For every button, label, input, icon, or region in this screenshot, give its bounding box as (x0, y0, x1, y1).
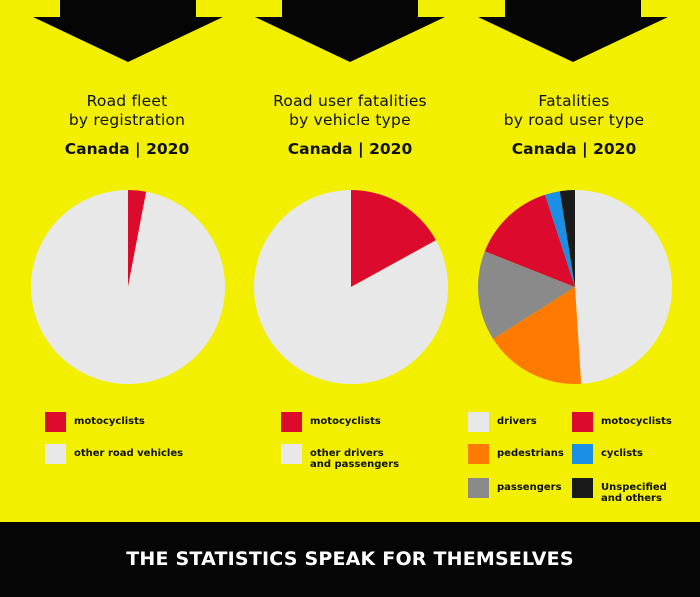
legend-item: cyclists (572, 444, 643, 464)
legend-swatch (281, 444, 302, 464)
chart-fatalities-vehicle: Road user fatalities by vehicle type Can… (233, 0, 467, 520)
chart-title: Road user fatalities by vehicle type (273, 92, 427, 129)
legend-swatch (468, 444, 489, 464)
legend-swatch (468, 412, 489, 432)
legend-label: other drivers and passengers (310, 448, 400, 470)
legend-label: passengers (497, 482, 562, 493)
chart-road-fleet: Road fleet by registration Canada | 2020… (10, 0, 244, 520)
footer-text: THE STATISTICS SPEAK FOR THEMSELVES (126, 548, 574, 570)
legend-item: pedestrians (468, 444, 564, 464)
chart-fatalities-road-user: Fatalities by road user type Canada | 20… (457, 0, 691, 520)
legend-swatch (572, 412, 593, 432)
legend-item: motocyclists (45, 412, 145, 432)
pie-slice-motocyclists (484, 194, 575, 287)
footer-banner: THE STATISTICS SPEAK FOR THEMSELVES (0, 522, 700, 597)
chart-subtitle: Canada | 2020 (511, 140, 637, 158)
arrow-down-icon-1 (33, 0, 223, 62)
pie-slice-passengers (478, 251, 575, 339)
legend-label: drivers (497, 416, 537, 427)
legend-swatch (281, 412, 302, 432)
legend-swatch (572, 478, 593, 498)
arrow-down-icon-3 (478, 0, 668, 62)
legend-label: cyclists (601, 448, 643, 459)
chart-title: Fatalities by road user type (503, 92, 645, 129)
pie-slice-pedestrians (493, 287, 582, 384)
pie-slice-drivers (575, 190, 672, 384)
chart-subtitle: Canada | 2020 (64, 140, 190, 158)
legend-swatch (468, 478, 489, 498)
legend-item: motocyclists (281, 412, 381, 432)
legend-label: motocyclists (74, 416, 145, 427)
pie-slice-motocyclists (351, 190, 437, 287)
legend-item: passengers (468, 478, 562, 498)
pie-chart (30, 190, 225, 384)
legend-swatch (572, 444, 593, 464)
legend-swatch (45, 412, 66, 432)
legend-label: other road vehicles (74, 448, 184, 459)
pie-chart (254, 190, 448, 384)
chart-title: Road fleet by registration (68, 92, 186, 129)
legend-label: motocyclists (310, 416, 381, 427)
legend-item: Unspecified and others (572, 478, 667, 504)
chart-subtitle: Canada | 2020 (287, 140, 413, 158)
pie-slice-motocyclists (128, 190, 147, 287)
pie-slice-unspecified (559, 190, 575, 287)
legend-label: pedestrians (497, 448, 564, 459)
legend-item: motocyclists (572, 412, 672, 432)
pie-chart (478, 190, 672, 384)
legend-swatch (45, 444, 66, 464)
legend-item: drivers (468, 412, 537, 432)
pie-slice-other-drivers (254, 190, 448, 384)
pie-slice-other-road-vehicles (30, 190, 225, 384)
legend-item: other drivers and passengers (281, 444, 399, 470)
arrow-down-icon-2 (255, 0, 445, 62)
legend-label: Unspecified and others (601, 482, 667, 504)
legend-item: other road vehicles (45, 444, 183, 464)
pie-slice-cyclists (545, 191, 575, 287)
legend-label: motocyclists (601, 416, 672, 427)
